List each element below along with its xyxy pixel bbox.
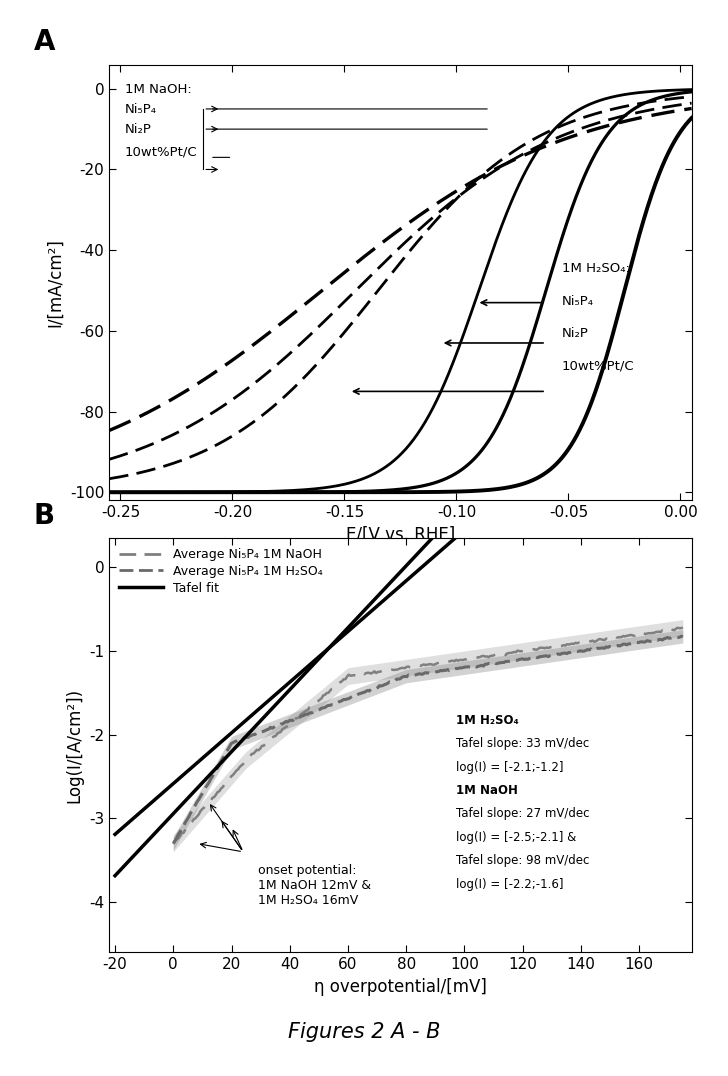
- Text: A: A: [33, 28, 55, 56]
- Text: 1M NaOH:: 1M NaOH:: [125, 83, 191, 96]
- Text: log(I) = [-2.5;-2.1] &: log(I) = [-2.5;-2.1] &: [456, 831, 576, 844]
- Text: 10wt%Pt/C: 10wt%Pt/C: [125, 145, 197, 158]
- X-axis label: E/[V vs. RHE]: E/[V vs. RHE]: [346, 526, 455, 543]
- Legend: Average Ni₅P₄ 1M NaOH, Average Ni₅P₄ 1M H₂SO₄, Tafel fit: Average Ni₅P₄ 1M NaOH, Average Ni₅P₄ 1M …: [116, 544, 326, 598]
- Text: Ni₅P₄: Ni₅P₄: [562, 295, 593, 308]
- Text: 10wt%Pt/C: 10wt%Pt/C: [562, 359, 634, 372]
- Y-axis label: Log(I/[A/cm²]): Log(I/[A/cm²]): [66, 688, 84, 803]
- Text: Tafel slope: 27 mV/dec: Tafel slope: 27 mV/dec: [456, 807, 589, 821]
- Text: 1M NaOH: 1M NaOH: [456, 784, 518, 797]
- Text: Ni₅P₄: Ni₅P₄: [125, 103, 157, 116]
- Text: B: B: [33, 501, 55, 529]
- Text: 1M H₂SO₄:: 1M H₂SO₄:: [562, 263, 630, 275]
- Text: onset potential:
1M NaOH 12mV &
1M H₂SO₄ 16mV: onset potential: 1M NaOH 12mV & 1M H₂SO₄…: [258, 864, 371, 907]
- Text: log(I) = [-2.2;-1.6]: log(I) = [-2.2;-1.6]: [456, 878, 563, 891]
- Text: 1M H₂SO₄: 1M H₂SO₄: [456, 713, 518, 726]
- Text: log(I) = [-2.1;-1.2]: log(I) = [-2.1;-1.2]: [456, 761, 563, 774]
- Text: Tafel slope: 33 mV/dec: Tafel slope: 33 mV/dec: [456, 737, 589, 750]
- Text: Figures 2 A - B: Figures 2 A - B: [288, 1021, 440, 1042]
- Text: Ni₂P: Ni₂P: [562, 327, 588, 340]
- X-axis label: η overpotential/[mV]: η overpotential/[mV]: [314, 978, 487, 995]
- Text: Ni₂P: Ni₂P: [125, 123, 151, 136]
- Y-axis label: I/[mA/cm²]: I/[mA/cm²]: [47, 238, 64, 327]
- Text: Tafel slope: 98 mV/dec: Tafel slope: 98 mV/dec: [456, 854, 589, 867]
